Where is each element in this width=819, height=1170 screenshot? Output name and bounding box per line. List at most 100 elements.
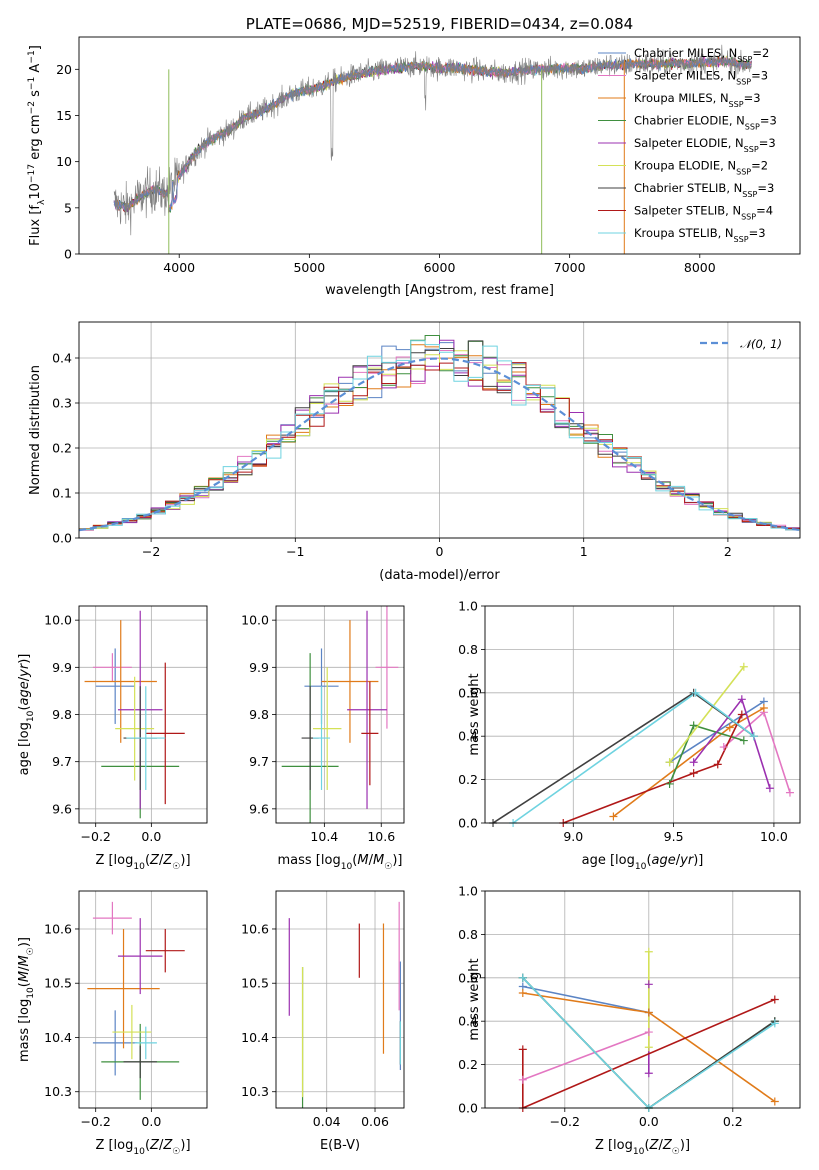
weight-line [562,714,743,823]
y-axis-label: Normed distribution [28,365,43,495]
x-axis-label: wavelength [Angstrom, rest frame] [325,283,554,298]
gaussian-curve [79,357,800,532]
y-tick-label: 9.9 [249,660,269,675]
y-tick-label: 0.4 [52,351,72,366]
x-axis-label: Z [log10(Z/Z☉)] [95,1138,190,1157]
weight-marker [725,723,734,732]
plot-area [84,610,185,819]
x-tick-label: 10.0 [760,829,788,844]
weight-marker [644,1043,653,1052]
weight-marker [713,760,722,769]
y-tick-label: 10.6 [44,921,72,936]
weight-marker [739,736,748,745]
x-tick-label: −0.2 [81,829,111,844]
gridlines [79,606,207,823]
weight-marker [759,703,768,712]
legend-entry: Kroupa STELIB, NSSP=3 [634,226,766,244]
weight-marker [770,1097,779,1106]
legend-entry: Salpeter STELIB, NSSP=4 [634,204,773,222]
y-axis-label: mass [log10(M/M☉)] [17,937,36,1062]
data-spectrum [113,44,752,236]
weight-line [693,697,771,789]
weight-line [522,985,649,1014]
y-axis-label: mass weight [467,958,482,1040]
y-axis-label: age [log10(age/yr)] [17,654,36,776]
weight-marker [644,947,653,956]
weight-marker [770,1019,779,1028]
x-axis-label: Z [log10(Z/Z☉)] [595,1138,690,1157]
x-tick-label: −1 [286,544,304,559]
y-tick-label: 10.6 [241,921,269,936]
x-tick-label: 0.06 [361,1114,389,1129]
residual-histogram [79,340,800,531]
y-tick-label: 10.4 [241,1030,269,1045]
axes-frame [275,605,405,824]
x-tick-label: 0.0 [639,1114,659,1129]
y-tick-label: 1.0 [458,884,478,899]
y-tick-label: 10.5 [44,976,72,991]
x-axis-label: Z [log10(Z/Z☉)] [95,853,190,872]
y-tick-label: 0.4 [458,1014,478,1029]
y-tick-label: 20 [56,62,72,77]
weight-marker [518,973,527,982]
y-tick-label: 10 [56,154,72,169]
axes-frame [78,321,801,539]
x-tick-label: 0.0 [141,1114,161,1129]
y-tick-label: 9.6 [52,801,72,816]
weight-marker [665,758,674,767]
y-tick-label: 1.0 [458,599,478,614]
x-tick-label: 0 [436,544,444,559]
weight-marker [737,695,746,704]
weight-line [522,998,776,1108]
weight-marker [644,1008,653,1017]
plot-area [79,335,800,533]
plot-area [281,606,399,823]
y-tick-label: 10.0 [241,613,269,628]
weight-line [612,707,765,818]
legend-entry: Kroupa MILES, NSSP=3 [634,91,761,109]
y-tick-label: 0.0 [458,816,478,831]
y-tick-label: 0.6 [458,685,478,700]
gridlines [276,606,404,823]
plot-area [87,901,185,1100]
x-axis-label: E(B-V) [320,1138,360,1153]
y-tick-label: 0.8 [458,642,478,657]
panel-mass-weight-vs-z: −0.2 0.0 0.2 0.0 0.2 0.4 0.6 0.8 1.0 Z [log10(Z/Z… [458,884,801,1157]
x-tick-label: 9.5 [664,829,684,844]
weight-marker [737,710,746,719]
gridlines [276,891,404,1108]
x-tick-label: 0.04 [313,1114,341,1129]
legend-entry: Salpeter MILES, NSSP=3 [634,69,768,87]
y-axis-label: Flux [fλ10−17 erg cm−2 s−1 A−1] [27,45,47,246]
axes-frame [275,890,405,1109]
y-tick-label: 9.8 [249,707,269,722]
axes-frame [484,890,801,1109]
y-tick-label: 0.3 [52,396,72,411]
x-axis-label: mass [log10(M/M☉)] [278,853,403,872]
panel-mass-vs-z: −0.2 0.0 10.3 10.4 10.5 10.6 Z [log10(Z/Z☉)] ma… [17,890,208,1157]
weight-marker [749,732,758,741]
legend: Chabrier MILES, NSSP=2 Salpeter MILES, NS… [598,46,777,244]
legend-entry: Chabrier ELODIE, NSSP=3 [634,114,777,132]
weight-marker [665,779,674,788]
panel-residuals: −2 −1 0 1 2 0.0 0.1 0.2 0.3 0.4 (data-model)/error… [28,321,801,583]
weight-marker [689,721,698,730]
x-tick-label: 8000 [684,260,716,275]
x-tick-label: 0.0 [141,829,161,844]
x-axis-label: (data-model)/error [379,568,500,583]
panel-age-vs-z: −0.2 0.0 9.6 9.7 9.8 9.9 10.0 Z [log10(Z/Z☉)] ag… [17,605,208,872]
y-tick-label: 0 [64,247,72,262]
x-tick-label: −2 [142,544,160,559]
x-tick-label: 0.2 [723,1114,743,1129]
panel-spectrum: 4000 5000 6000 7000 8000 0 5 10 15 20 PLATE=0686, … [27,15,801,298]
plot-area [113,44,752,254]
x-tick-label: 4000 [163,260,195,275]
y-tick-label: 0.1 [52,486,72,501]
weight-line [492,691,755,823]
legend-entry: Kroupa ELODIE, NSSP=2 [634,159,768,177]
x-tick-label: 10.6 [367,829,395,844]
axes-frame [484,605,801,824]
y-tick-label: 9.7 [52,754,72,769]
panel-age-vs-mass: 10.4 10.6 9.6 9.7 9.8 9.9 10.0 mass [log10(M/M☉… [241,605,405,872]
